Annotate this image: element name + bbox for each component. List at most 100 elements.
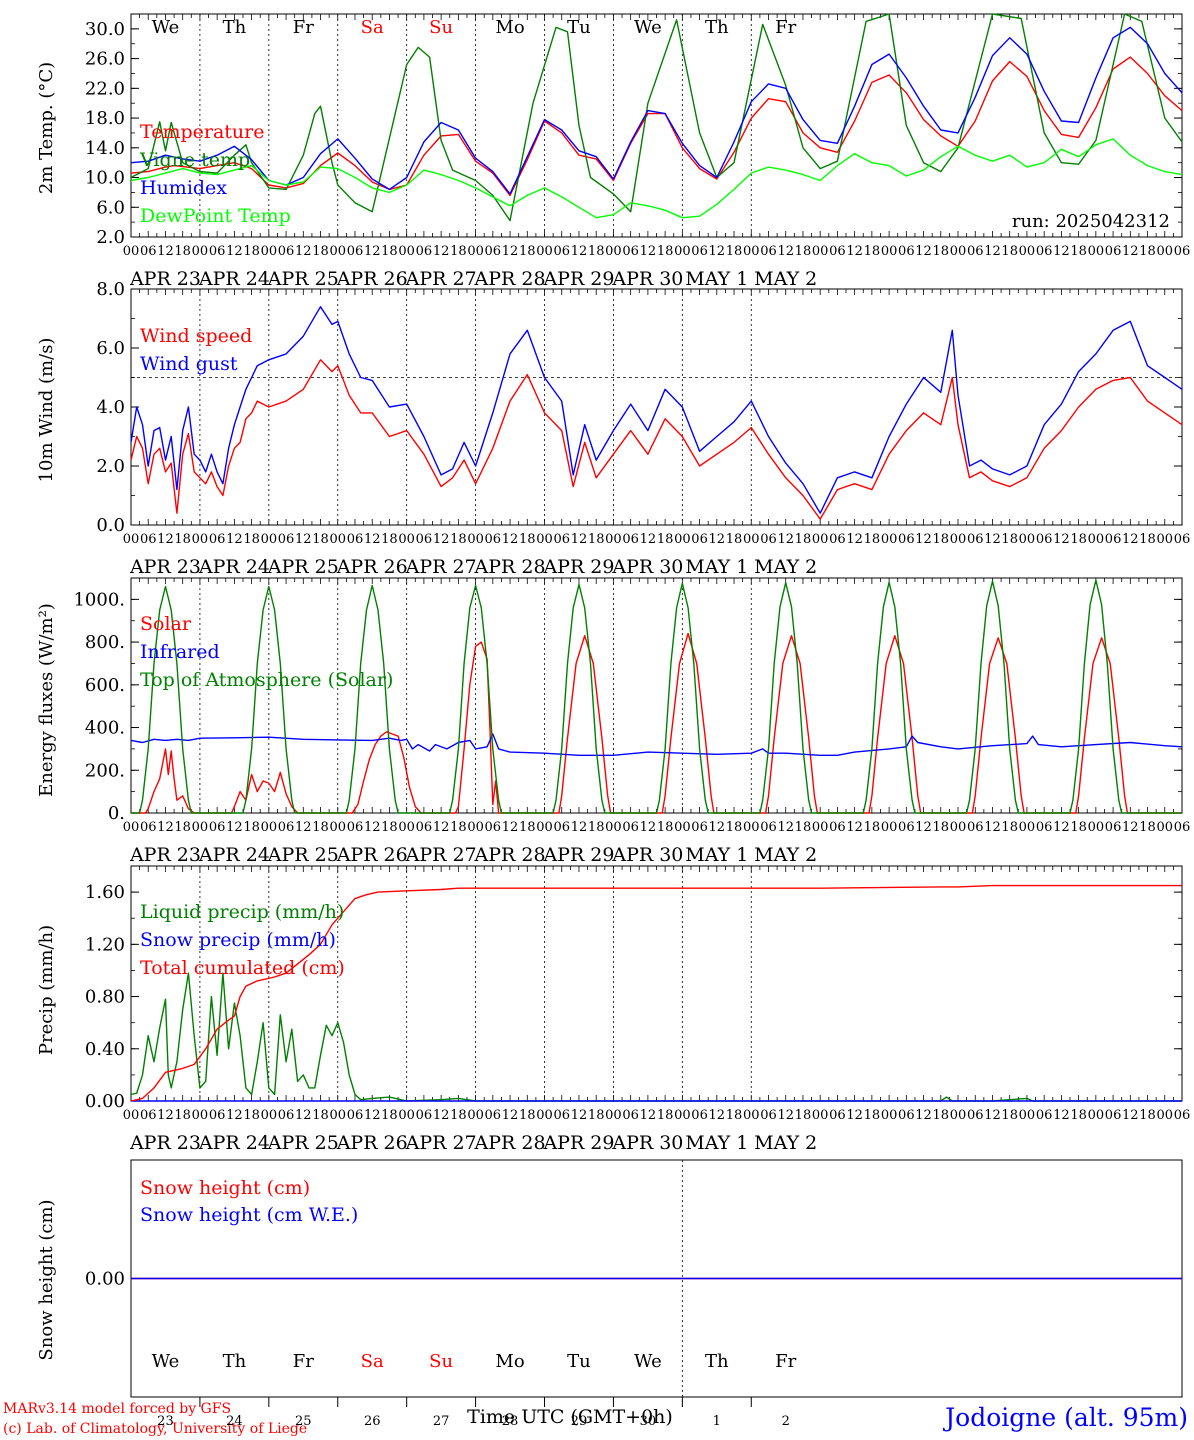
hour-tick-label: 06 [691, 532, 708, 547]
hour-tick-label: 18 [657, 532, 674, 547]
hour-tick-label: 18 [933, 532, 950, 547]
hour-tick-label: 18 [795, 532, 812, 547]
weekday-label: Th [705, 1351, 729, 1372]
day-label: APR 28 [474, 844, 546, 866]
hour-tick-label: 00 [1088, 532, 1105, 547]
hour-tick-label: 00 [536, 1108, 553, 1123]
day-label: APR 27 [405, 268, 477, 290]
weekday-label: Th [223, 17, 247, 38]
hour-tick-label: 12 [915, 1108, 932, 1123]
hour-tick-label: 18 [864, 532, 881, 547]
hour-tick-label: 00 [674, 244, 691, 259]
hour-tick-label: 18 [450, 244, 467, 259]
hour-tick-label: 00 [536, 532, 553, 547]
hour-tick-label: 12 [157, 244, 174, 259]
hour-tick-label: 00 [398, 244, 415, 259]
time-axis-label: Time UTC (GMT+0h) [467, 1406, 673, 1428]
hour-tick-label: 06 [485, 244, 502, 259]
y-tick-label: 6.0 [96, 197, 125, 218]
hour-tick-label: 18 [1001, 1108, 1018, 1123]
hour-tick-label: 12 [364, 1108, 381, 1123]
hour-tick-label: 18 [726, 244, 743, 259]
hour-tick-label: 18 [1070, 532, 1087, 547]
hour-tick-label: 18 [1001, 532, 1018, 547]
hour-tick-label: 00 [605, 1108, 622, 1123]
hour-tick-label: 06 [829, 1108, 846, 1123]
hour-tick-label: 06 [1105, 820, 1122, 835]
hour-tick-label: 00 [123, 532, 140, 547]
y-tick-label: 4.0 [96, 397, 125, 418]
hour-tick-label: 06 [760, 244, 777, 259]
day-label: APR 23 [129, 844, 201, 866]
hour-tick-label: 18 [450, 820, 467, 835]
hour-tick-label: 18 [726, 532, 743, 547]
day-label: MAY 1 [685, 556, 748, 578]
hour-tick-label: 06 [278, 244, 295, 259]
hour-tick-label: 00 [329, 532, 346, 547]
hour-tick-label: 06 [1174, 244, 1191, 259]
hour-tick-label: 06 [1105, 244, 1122, 259]
hour-tick-label: 06 [967, 244, 984, 259]
hour-tick-label: 12 [640, 1108, 657, 1123]
hour-tick-label: 18 [519, 532, 536, 547]
day-label: APR 25 [267, 268, 339, 290]
legend-entry: Liquid precip (mm/h) [140, 901, 344, 923]
hour-tick-label: 00 [329, 820, 346, 835]
hour-tick-label: 18 [1001, 244, 1018, 259]
y-tick-label: 26.0 [85, 49, 125, 70]
hour-tick-label: 00 [743, 532, 760, 547]
hour-tick-label: 06 [1036, 532, 1053, 547]
hour-tick-label: 12 [709, 1108, 726, 1123]
day-number: 26 [364, 1414, 381, 1429]
hour-tick-label: 18 [243, 532, 260, 547]
hour-tick-label: 12 [709, 820, 726, 835]
hour-tick-label: 00 [1156, 1108, 1173, 1123]
hour-tick-label: 12 [571, 244, 588, 259]
hour-tick-label: 00 [123, 244, 140, 259]
hour-tick-label: 00 [605, 532, 622, 547]
hour-tick-label: 18 [312, 820, 329, 835]
hour-tick-label: 12 [1122, 1108, 1139, 1123]
hour-tick-label: 00 [950, 1108, 967, 1123]
hour-tick-label: 12 [915, 244, 932, 259]
hour-tick-label: 06 [1036, 820, 1053, 835]
hour-tick-label: 00 [192, 532, 209, 547]
y-axis-label: Precip (mm/h) [36, 925, 57, 1055]
y-tick-label: 0.40 [85, 1039, 125, 1060]
y-tick-label: 18.0 [85, 108, 125, 129]
hour-tick-label: 00 [192, 244, 209, 259]
hour-tick-label: 06 [691, 820, 708, 835]
hour-tick-label: 18 [1139, 532, 1156, 547]
hour-tick-label: 00 [674, 820, 691, 835]
hour-tick-label: 12 [502, 820, 519, 835]
hour-tick-label: 00 [123, 820, 140, 835]
hour-tick-label: 06 [278, 820, 295, 835]
hour-tick-label: 12 [1122, 532, 1139, 547]
y-axis-label: 2m Temp. (°C) [36, 62, 57, 194]
hour-tick-label: 12 [777, 532, 794, 547]
weekday-label: Th [223, 1351, 247, 1372]
y-tick-label: 2.0 [96, 227, 125, 248]
day-number: 2 [782, 1414, 790, 1429]
hour-tick-label: 12 [846, 244, 863, 259]
hour-tick-label: 06 [898, 820, 915, 835]
series-line-solar [131, 632, 1182, 814]
hour-tick-label: 12 [433, 820, 450, 835]
day-number: 28 [502, 1414, 519, 1429]
hour-tick-label: 18 [519, 1108, 536, 1123]
legend-entry: Humidex [140, 177, 227, 199]
hour-tick-label: 06 [209, 1108, 226, 1123]
day-number: 25 [295, 1414, 312, 1429]
hour-tick-label: 18 [174, 820, 191, 835]
hour-tick-label: 18 [381, 820, 398, 835]
weekday-label: Su [429, 17, 453, 38]
day-label: MAY 2 [754, 556, 817, 578]
hour-tick-label: 06 [898, 532, 915, 547]
y-tick-label: 10.0 [85, 168, 125, 189]
hour-tick-label: 12 [915, 532, 932, 547]
hour-tick-label: 00 [743, 244, 760, 259]
day-label: APR 26 [336, 268, 408, 290]
hour-tick-label: 00 [950, 244, 967, 259]
hour-tick-label: 12 [1053, 1108, 1070, 1123]
hour-tick-label: 06 [829, 532, 846, 547]
